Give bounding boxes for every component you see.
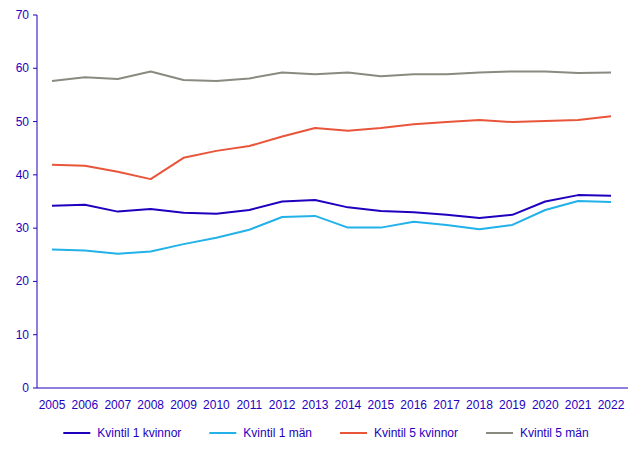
legend-item: Kvintil 5 kvinnor	[340, 426, 458, 440]
x-tick-label: 2021	[565, 398, 592, 412]
series-line	[52, 195, 611, 218]
x-tick-label: 2010	[203, 398, 230, 412]
y-tick-label: 20	[16, 274, 30, 288]
series-line	[52, 201, 611, 254]
y-tick-label: 0	[22, 381, 29, 395]
legend: Kvintil 1 kvinnor Kvintil 1 män Kvintil 5 …	[63, 426, 588, 440]
y-tick	[33, 121, 37, 122]
x-tick-label: 2016	[400, 398, 427, 412]
x-tick-label: 2019	[499, 398, 526, 412]
x-tick-label: 2006	[72, 398, 99, 412]
x-tick-label: 2012	[269, 398, 296, 412]
y-tick-label: 10	[16, 328, 30, 342]
x-tick-label: 2005	[39, 398, 66, 412]
y-axis	[37, 15, 38, 388]
y-tick-label: 30	[16, 221, 30, 235]
y-tick-label: 40	[16, 168, 30, 182]
x-tick-label: 2015	[367, 398, 394, 412]
y-tick	[33, 281, 37, 282]
legend-item: Kvintil 1 kvinnor	[63, 426, 181, 440]
y-tick	[33, 334, 37, 335]
series-line	[52, 71, 611, 81]
x-tick-label: 2009	[170, 398, 197, 412]
y-tick-label: 70	[16, 8, 30, 22]
x-tick-label: 2022	[598, 398, 625, 412]
legend-swatch	[209, 432, 236, 434]
x-tick-label: 2011	[236, 398, 262, 412]
legend-label: Kvintil 1 kvinnor	[97, 426, 181, 440]
x-tick-label: 2013	[302, 398, 329, 412]
legend-label: Kvintil 1 män	[243, 426, 312, 440]
x-tick-label: 2020	[532, 398, 559, 412]
legend-swatch	[63, 432, 90, 434]
x-tick-label: 2007	[104, 398, 131, 412]
y-tick-label: 50	[16, 115, 30, 129]
x-tick-label: 2008	[137, 398, 164, 412]
y-tick	[33, 228, 37, 229]
legend-label: Kvintil 5 män	[520, 426, 589, 440]
y-tick	[33, 15, 37, 16]
y-tick	[33, 388, 37, 389]
x-tick-label: 2017	[433, 398, 460, 412]
x-axis	[37, 388, 628, 389]
legend-swatch	[486, 432, 513, 434]
y-tick	[33, 174, 37, 175]
series-line	[52, 116, 611, 179]
legend-item: Kvintil 1 män	[209, 426, 312, 440]
x-tick-label: 2018	[466, 398, 493, 412]
y-tick	[33, 68, 37, 69]
legend-swatch	[340, 432, 367, 434]
chart: 0 10 20 30 40 50 60 70 2005 2006 2007 2008 2009 2010 2…	[0, 0, 642, 454]
x-tick-label: 2014	[335, 398, 362, 412]
legend-item: Kvintil 5 män	[486, 426, 589, 440]
lines	[52, 71, 611, 253]
y-tick-label: 60	[16, 61, 30, 75]
legend-label: Kvintil 5 kvinnor	[374, 426, 458, 440]
